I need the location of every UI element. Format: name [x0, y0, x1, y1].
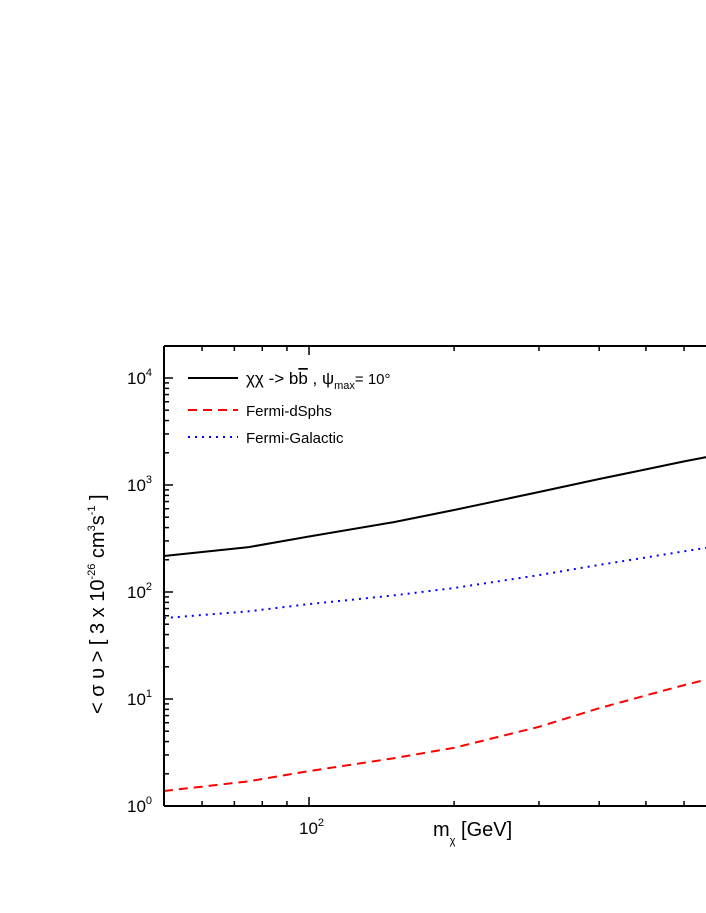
series-line-0: [163, 456, 706, 557]
x-tick-label: 102: [299, 817, 324, 838]
y-axis-label: < σ υ > [ 3 x 10-26 cm3s-1 ]: [86, 494, 109, 714]
x-axis-label: mχ [GeV]: [433, 819, 512, 847]
legend-label-bb: χχ -> bb , ψmax= 10°: [246, 369, 391, 392]
legend-label-fermi-dsphs: Fermi-dSphs: [246, 403, 332, 420]
y-tick-label: 100: [127, 795, 152, 816]
series-line-2: [163, 546, 706, 620]
y-tick-label: 102: [127, 581, 152, 602]
legend: χχ -> bb , ψmax= 10° Fermi-dSphs Fermi-G…: [188, 369, 391, 447]
curves: [163, 456, 706, 792]
y-tick-label: 101: [127, 688, 152, 709]
y-tick-label: 104: [127, 367, 152, 388]
ticks: 102 100 101 102 103 104: [127, 345, 685, 838]
series-line-1: [163, 678, 706, 792]
y-tick-label: 103: [127, 474, 152, 495]
axes: [163, 345, 706, 807]
legend-label-fermi-galactic: Fermi-Galactic: [246, 430, 344, 447]
